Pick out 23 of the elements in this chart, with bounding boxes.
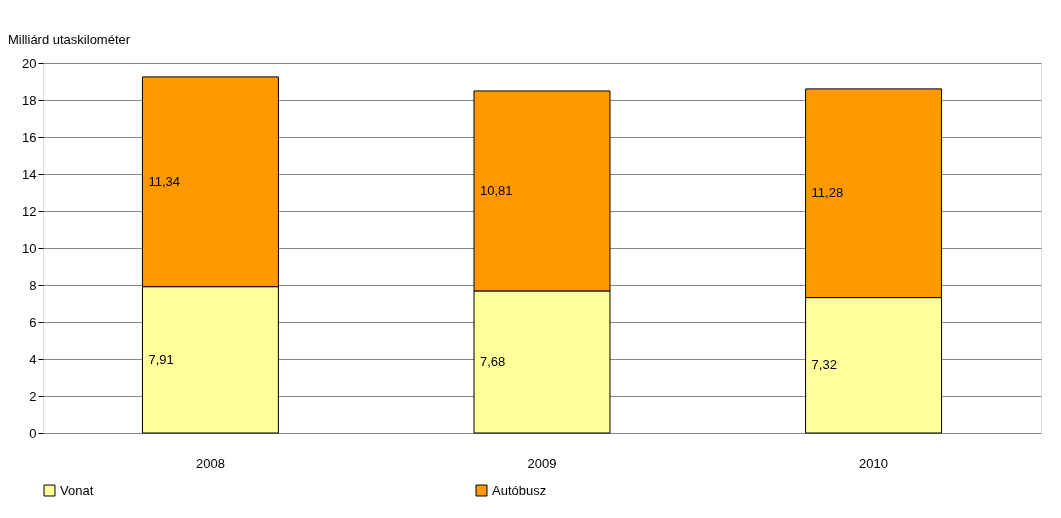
y-tick-label: 14	[22, 166, 37, 182]
y-tick-label: 2	[29, 388, 37, 404]
data-label: 11,34	[148, 173, 181, 189]
data-label: 7,91	[148, 351, 174, 367]
x-tick-label: 2010	[859, 455, 889, 471]
data-label: 7,32	[811, 357, 837, 373]
data-label: 7,68	[480, 353, 506, 369]
y-tick-label: 6	[29, 314, 37, 330]
data-label: 11,28	[811, 185, 844, 201]
x-tick-label: 2009	[527, 455, 557, 471]
y-axis-title: Milliárd utaskilométer	[8, 32, 131, 47]
y-tick-label: 18	[22, 92, 37, 108]
y-tick-label: 4	[29, 351, 37, 367]
y-tick-label: 12	[22, 203, 37, 219]
y-tick-label: 20	[22, 55, 37, 71]
y-tick-label: 0	[29, 425, 37, 441]
legend-label: Autóbusz	[492, 482, 547, 498]
data-label: 10,81	[480, 182, 513, 198]
x-tick-label: 2008	[195, 455, 225, 471]
y-tick-label: 10	[22, 240, 37, 256]
y-tick-label: 16	[22, 129, 37, 145]
legend-label: Vonat	[60, 482, 94, 498]
y-tick-label: 8	[29, 277, 37, 293]
